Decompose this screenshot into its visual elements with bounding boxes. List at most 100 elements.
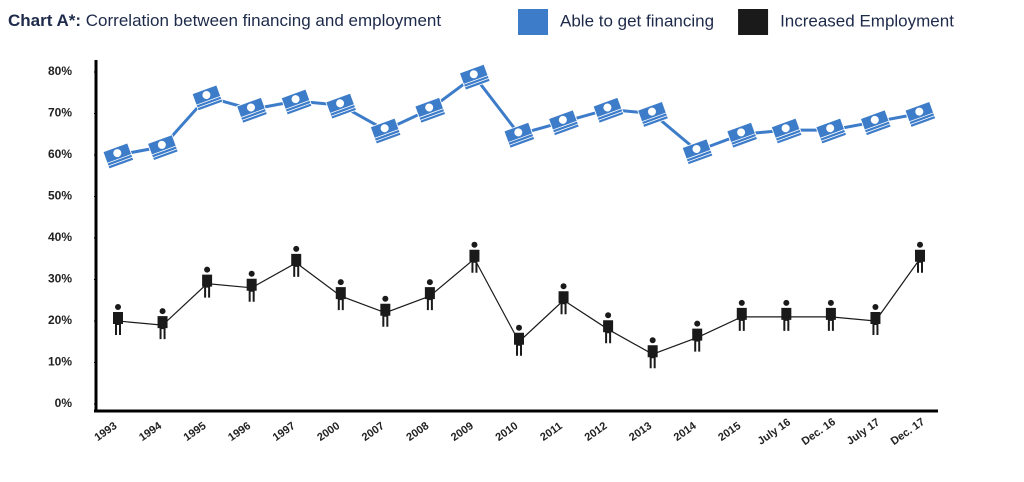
head [694, 320, 701, 327]
body [647, 345, 658, 369]
person-marker [558, 283, 569, 315]
coin [826, 124, 835, 133]
body [202, 274, 213, 298]
x-tick-label: 2010 [493, 420, 520, 444]
x-tick-label: 2008 [404, 420, 431, 444]
money-marker [815, 117, 848, 145]
y-tick-label: 50% [48, 189, 72, 203]
coin [870, 115, 879, 124]
person-marker [335, 279, 346, 311]
legend-swatch [738, 9, 769, 35]
person-marker [291, 245, 302, 277]
coin [425, 103, 434, 112]
person-marker [647, 337, 658, 369]
x-tick-label: 2000 [315, 420, 342, 444]
head [115, 304, 121, 310]
head [783, 299, 790, 306]
body [825, 307, 836, 331]
person-marker [915, 241, 925, 273]
person-marker [603, 312, 614, 344]
money-marker [236, 96, 268, 124]
x-tick-label: Dec. 17 [889, 416, 927, 448]
person-marker [157, 308, 168, 340]
head [382, 295, 389, 302]
x-tick-label: 2011 [538, 420, 564, 444]
person-marker [514, 324, 524, 356]
body [380, 303, 391, 327]
head [649, 337, 656, 344]
money-marker [904, 101, 937, 128]
y-tick-label: 20% [48, 313, 72, 327]
coin [603, 103, 612, 112]
head [516, 324, 522, 331]
person-marker [692, 320, 703, 352]
coin [380, 124, 389, 133]
body [291, 253, 302, 277]
person-marker [113, 304, 123, 335]
coin [692, 144, 701, 153]
body [469, 249, 480, 273]
person-marker [781, 299, 792, 331]
body [335, 287, 346, 311]
money-marker [637, 101, 669, 128]
money-marker [280, 88, 313, 116]
coin [781, 124, 790, 133]
x-tick-label: 1997 [271, 420, 298, 444]
money-marker [859, 109, 892, 137]
body [424, 287, 435, 311]
legend-label: Increased Employment [780, 11, 954, 30]
body [514, 332, 524, 356]
x-tick-label: 1993 [92, 420, 119, 444]
body [692, 328, 703, 352]
money-marker [681, 138, 714, 166]
person-marker [825, 299, 836, 331]
coin [336, 99, 345, 108]
coin [737, 128, 746, 137]
y-tick-label: 40% [48, 230, 72, 244]
money-marker [592, 96, 625, 124]
coin [558, 115, 567, 124]
money-marker [770, 117, 803, 145]
head [917, 241, 923, 248]
coin [202, 91, 211, 100]
x-tick-label: 2007 [360, 420, 387, 444]
head [248, 270, 255, 277]
y-tick-label: 60% [48, 147, 72, 161]
y-tick-label: 10% [48, 355, 72, 369]
coin [157, 140, 166, 149]
money-marker [458, 63, 491, 91]
y-tick-label: 70% [48, 106, 72, 120]
body [736, 307, 747, 331]
x-tick-label: 2015 [716, 420, 743, 444]
x-tick-label: 2009 [449, 420, 476, 444]
money-marker [102, 142, 135, 170]
coin [915, 107, 924, 116]
coin [647, 107, 656, 116]
x-tick-label: 2013 [627, 420, 654, 444]
body [781, 307, 792, 331]
body [157, 316, 168, 340]
body [603, 320, 614, 344]
money-marker [369, 117, 402, 145]
person-marker [380, 295, 391, 327]
y-tick-label: 80% [48, 64, 72, 78]
x-tick-label: July 17 [845, 416, 882, 447]
title-label: Chart A*: [8, 11, 81, 30]
head [426, 279, 433, 286]
legend-swatch [518, 9, 548, 35]
money-marker [548, 109, 580, 137]
legend-label: Able to get financing [560, 11, 714, 30]
head [159, 308, 166, 315]
coin [113, 149, 122, 158]
coin [469, 70, 478, 79]
coin [246, 103, 255, 112]
body [870, 312, 881, 335]
body [113, 312, 123, 335]
person-marker [469, 241, 480, 273]
x-tick-label: 1994 [137, 419, 165, 443]
person-marker [246, 270, 257, 302]
body [558, 291, 569, 315]
coin [514, 128, 523, 137]
x-tick-label: 2014 [672, 419, 700, 443]
